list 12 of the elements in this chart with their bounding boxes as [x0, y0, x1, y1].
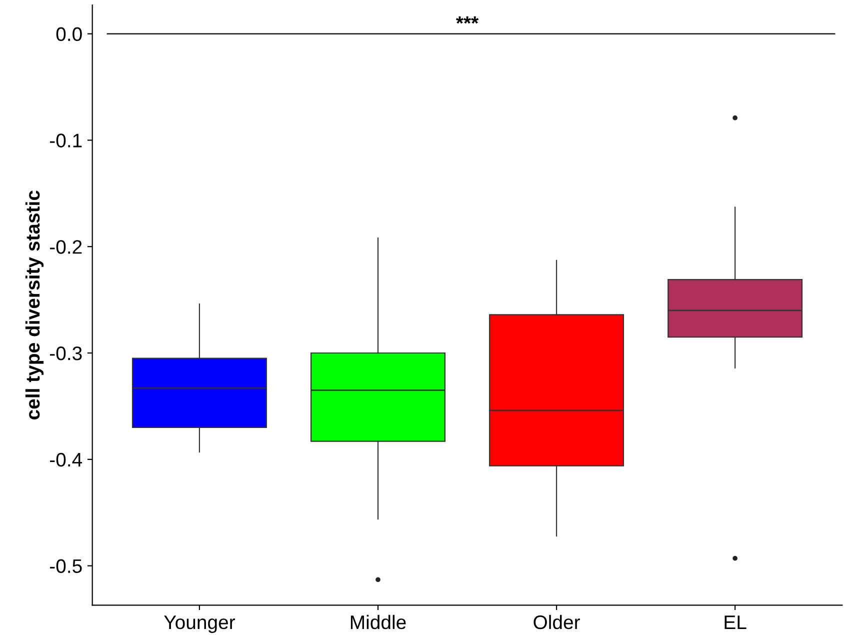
x-tick-label: EL: [724, 616, 746, 629]
y-tick-label: -0.2: [50, 240, 82, 254]
y-tick-label: -0.4: [50, 452, 82, 467]
y-tick-label: 0.0: [56, 27, 82, 42]
y-tick-label: -0.3: [50, 346, 82, 360]
y-tick-label: -0.1: [50, 134, 82, 148]
x-tick-label: Older: [534, 614, 580, 630]
ref-line-label: ***: [456, 16, 479, 24]
x-tick-label: Younger: [164, 616, 236, 634]
x-tick-label: Middle: [350, 614, 406, 630]
y-tick-label: -0.5: [50, 559, 82, 574]
y-axis-title: cell type diversity stastic: [25, 190, 44, 420]
